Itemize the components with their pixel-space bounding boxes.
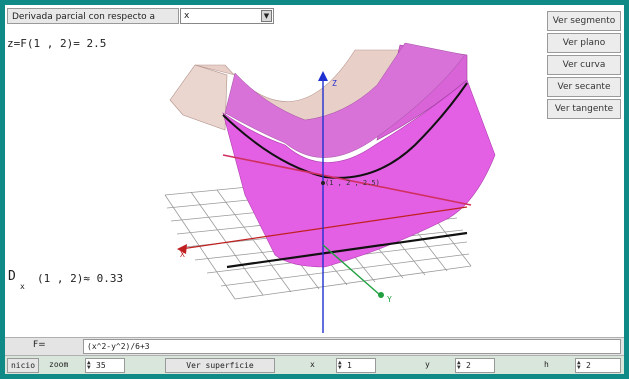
stepper-arrows-icon[interactable]: ▲ ▼ <box>87 359 91 371</box>
formula-label: F= <box>33 340 46 350</box>
zoom-label: zoom <box>49 360 69 369</box>
y-label: y <box>425 360 430 369</box>
intersection-curve <box>222 82 468 179</box>
variable-select[interactable]: x ▼ <box>180 8 274 24</box>
derivative-value: (1 , 2)≈ 0.33 <box>37 272 124 285</box>
axis-z-label: Z <box>332 79 337 88</box>
h-value: 2 <box>586 361 591 370</box>
surface <box>222 79 496 268</box>
formula-input[interactable]: (x^2-y^2)/6+3 <box>83 339 621 354</box>
zoom-value: 35 <box>96 361 106 370</box>
z-axis-arrow <box>318 71 328 81</box>
point-marker <box>321 181 325 185</box>
tangent-line <box>222 154 472 206</box>
ver-secante-button[interactable]: Ver secante <box>547 77 621 97</box>
y-value: 2 <box>466 361 471 370</box>
y-stepper[interactable]: ▲ ▼ 2 <box>455 358 495 373</box>
stepper-arrows-icon[interactable]: ▲ ▼ <box>457 359 461 371</box>
y-axis <box>322 244 381 296</box>
top-bar: Derivada parcial con respecto a x ▼ <box>5 5 285 27</box>
x-stepper[interactable]: ▲ ▼ 1 <box>336 358 376 373</box>
chevron-down-icon[interactable]: ▼ <box>261 10 272 22</box>
derivative-label: Derivada parcial con respecto a <box>7 8 179 24</box>
formula-row: F= (x^2-y^2)/6+3 <box>5 337 624 355</box>
x-value: 1 <box>347 361 352 370</box>
stepper-arrows-icon[interactable]: ▲ ▼ <box>577 359 581 371</box>
y-axis-arrow <box>378 292 384 298</box>
derivative-subscript: x <box>20 282 25 291</box>
function-value: z=F(1 , 2)= 2.5 <box>7 37 107 50</box>
projection-line <box>226 231 468 269</box>
x-label: x <box>310 360 315 369</box>
variable-select-value: x <box>184 11 190 21</box>
inicio-button[interactable]: nicio <box>7 358 39 373</box>
h-label: h <box>544 360 549 369</box>
stepper-arrows-icon[interactable]: ▲ ▼ <box>338 359 342 371</box>
x-axis <box>180 206 468 250</box>
ver-superficie-button[interactable]: Ver superficie <box>165 358 275 373</box>
derivative-prefix: D <box>8 269 16 284</box>
ver-tangente-button[interactable]: Ver tangente <box>547 99 621 119</box>
x-axis-arrow <box>177 244 187 254</box>
ver-plano-button[interactable]: Ver plano <box>547 33 621 53</box>
h-stepper[interactable]: ▲ ▼ 2 <box>575 358 621 373</box>
zoom-stepper[interactable]: ▲ ▼ 35 <box>85 358 125 373</box>
surface-top <box>224 42 466 158</box>
ver-curva-button[interactable]: Ver curva <box>547 55 621 75</box>
axis-y-label: Y <box>387 295 392 304</box>
app-window: Derivada parcial con respecto a x ▼ Ver … <box>5 5 624 374</box>
plot-canvas[interactable] <box>5 29 624 337</box>
ver-segmento-button[interactable]: Ver segmento <box>547 11 621 31</box>
axis-x-label: X <box>180 250 185 259</box>
surface-left <box>169 64 228 131</box>
point-label: (1 , 2 , 2.5) <box>325 179 380 187</box>
bottom-controls: nicio zoom ▲ ▼ 35 Ver superficie x ▲ ▼ 1 y… <box>5 355 624 374</box>
